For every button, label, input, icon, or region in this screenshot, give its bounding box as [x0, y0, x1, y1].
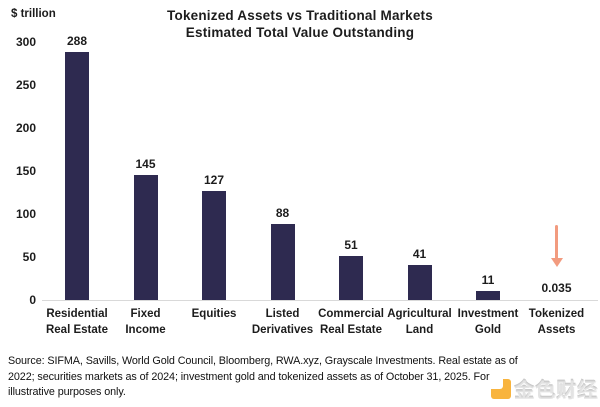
y-axis-tick-label: 250	[15, 78, 36, 92]
y-axis-tick-label: 200	[15, 121, 36, 135]
bar-0	[65, 52, 89, 300]
bar-value-label-1: 145	[135, 157, 156, 172]
y-axis-tick-label: 300	[15, 35, 36, 49]
chart-title-line-2: Estimated Total Value Outstanding	[185, 25, 415, 40]
bar-3	[270, 224, 295, 300]
y-axis-tick-label: 50	[22, 250, 36, 264]
x-axis-line	[42, 300, 598, 301]
bar-value-label-7: 0.035	[541, 281, 572, 295]
category-label-6: Investment Gold	[457, 308, 519, 336]
category-label-4: Commercial Real Estate	[318, 308, 384, 336]
watermark-text: 金色财经	[514, 380, 598, 402]
bar-4	[339, 256, 363, 300]
bar-value-label-3: 88	[275, 206, 290, 221]
bar-value-label-0: 288	[66, 34, 88, 49]
y-axis-unit-label: $ trillion	[11, 8, 56, 20]
chart-title: Tokenized Assets vs Traditional Markets …	[0, 7, 600, 41]
bar-value-label-4: 51	[344, 238, 358, 253]
source-note-line-1: Source: SIFMA, Savills, World Gold Counc…	[8, 355, 518, 367]
bar-6	[476, 290, 500, 300]
source-note-line-3: illustrative purposes only.	[8, 386, 126, 398]
source-note-line-2: 2022; securities markets as of 2024; inv…	[8, 370, 490, 383]
bar-value-label-6: 11	[481, 272, 495, 287]
y-axis-tick-label: 150	[15, 164, 36, 178]
category-label-7: Tokenized Assets	[528, 308, 585, 336]
bar-2	[202, 190, 226, 300]
category-label-1: Fixed Income	[125, 308, 166, 336]
decrease-arrow-icon	[555, 225, 558, 259]
y-axis-tick-label: 100	[15, 207, 36, 221]
category-label-0: Residential Real Estate	[45, 308, 108, 336]
category-label-5: Agricultural Land	[387, 308, 452, 336]
bar-value-label-2: 127	[203, 172, 225, 187]
category-label-3: Listed Derivatives	[251, 308, 314, 336]
chart-title-line-1: Tokenized Assets vs Traditional Markets	[167, 8, 433, 23]
bar-value-label-5: 41	[412, 246, 427, 261]
category-label-2: Equities	[191, 308, 237, 320]
decrease-arrow-head-icon	[550, 258, 563, 267]
watermark: 金色财经	[491, 374, 598, 403]
bar-5	[407, 264, 432, 300]
jinse-finance-logo-icon	[491, 378, 511, 399]
y-axis-tick-label: 0	[29, 293, 36, 307]
source-note: Source: SIFMA, Savills, World Gold Counc…	[8, 354, 598, 401]
bar-1	[133, 175, 158, 300]
